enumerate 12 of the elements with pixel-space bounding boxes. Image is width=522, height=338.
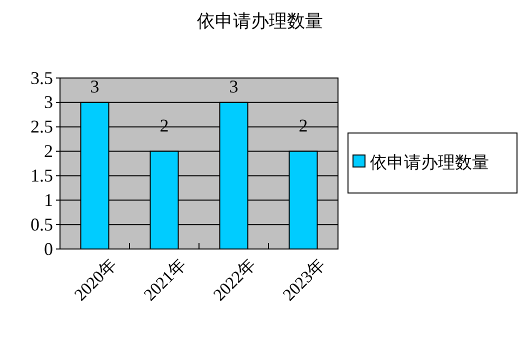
y-tick-label: 3: [44, 92, 53, 112]
y-tick-label: 0: [44, 238, 53, 259]
legend-label: 依申请办理数量: [370, 153, 489, 172]
data-label: 3: [90, 76, 100, 96]
y-tick-label: 2.5: [30, 116, 53, 137]
y-tick-label: 2: [44, 141, 53, 162]
y-tick-label: 3.5: [30, 68, 53, 88]
chart-title: 依申请办理数量: [197, 11, 323, 31]
y-tick-label: 1.5: [30, 165, 53, 186]
y-tick-label: 0.5: [30, 214, 53, 234]
y-tick-label: 1: [44, 190, 53, 210]
data-label: 3: [229, 76, 238, 96]
